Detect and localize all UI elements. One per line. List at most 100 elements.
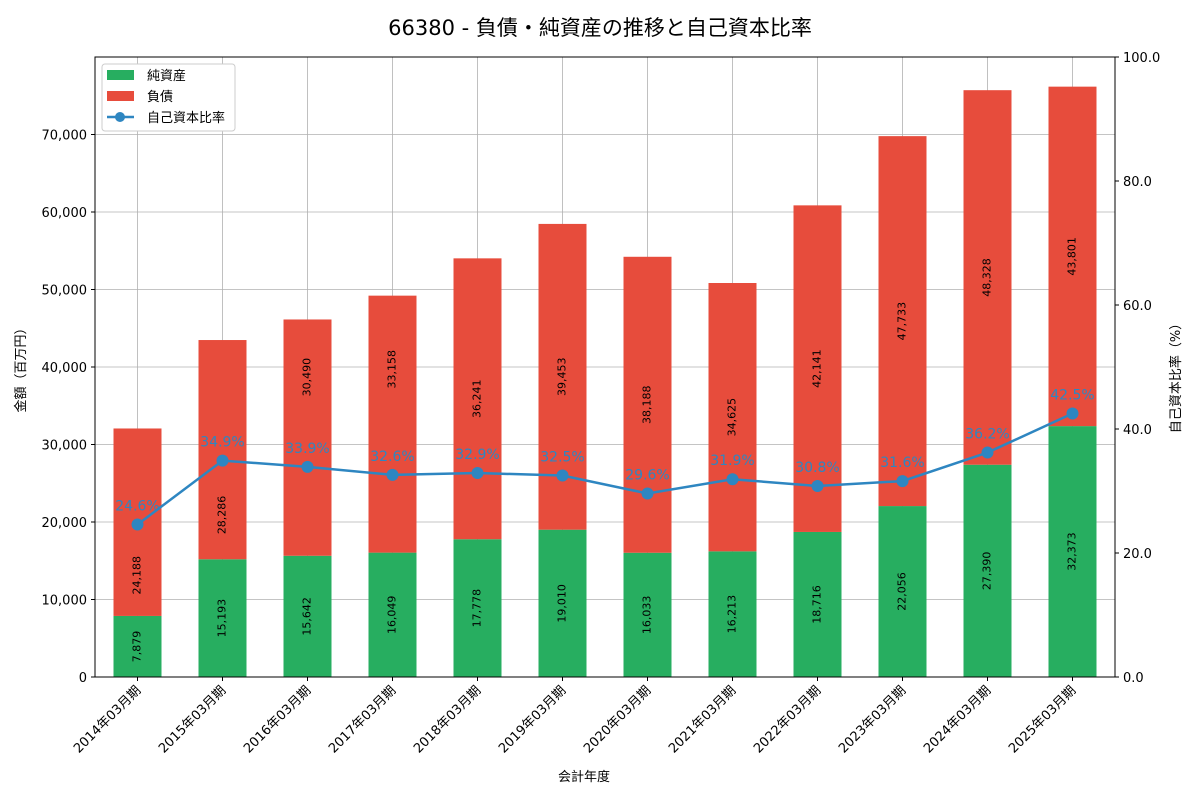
ratio-point: [981, 446, 994, 459]
plot-frame: [94, 56, 1116, 678]
y-tick-label: 0: [79, 671, 87, 686]
bar-equity: [623, 552, 672, 677]
ratio-point: [216, 454, 229, 467]
bar-label-equity: 22,056: [896, 572, 909, 611]
bar-equity: [538, 529, 587, 677]
ratio-point: [726, 473, 739, 486]
bar-label-liabilities: 43,801: [1066, 237, 1079, 276]
legend-swatch-equity: [107, 70, 134, 80]
y2-tick-label: 0.0: [1123, 671, 1144, 686]
y-tick-label: 40,000: [42, 361, 88, 376]
ratio-label: 34.9%: [200, 435, 244, 451]
y2-tick-label: 80.0: [1123, 175, 1152, 190]
legend-marker-ratio: [115, 112, 125, 122]
bar-equity: [283, 555, 332, 677]
y2-tick-label: 100.0: [1123, 51, 1160, 66]
bar-label-equity: 16,033: [641, 596, 654, 635]
bar-label-equity: 27,390: [981, 552, 994, 591]
ratio-point: [641, 487, 654, 500]
bar-label-liabilities: 42,141: [811, 349, 824, 388]
y-tick-label: 30,000: [42, 439, 88, 454]
ratio-point: [811, 480, 824, 493]
bar-label-liabilities: 30,490: [301, 358, 314, 397]
bar-label-liabilities: 36,241: [471, 380, 484, 419]
ratio-label: 29.6%: [625, 467, 669, 483]
x-tick-label: 2016年03月期: [241, 683, 314, 756]
bar-equity: [878, 506, 927, 677]
bar-equity: [963, 464, 1012, 677]
bar-liabilities: [198, 340, 247, 560]
bar-label-equity: 7,879: [131, 631, 144, 663]
ratio-label: 42.5%: [1050, 388, 1094, 404]
x-tick-label: 2015年03月期: [156, 683, 229, 756]
bar-liabilities: [708, 283, 757, 552]
x-tick-label: 2022年03月期: [751, 683, 824, 756]
bar-liabilities: [793, 205, 842, 532]
legend-swatch-liabilities: [107, 91, 134, 101]
bar-liabilities: [623, 256, 672, 553]
bar-liabilities: [453, 258, 502, 540]
bar-label-liabilities: 28,286: [216, 496, 229, 535]
bar-liabilities: [368, 295, 417, 553]
bar-label-equity: 15,193: [216, 599, 229, 638]
x-tick-label: 2023年03月期: [836, 683, 909, 756]
bar-label-liabilities: 33,158: [386, 350, 399, 389]
y2-tick-label: 60.0: [1123, 299, 1152, 314]
ratio-label: 36.2%: [965, 427, 1009, 443]
x-tick-label: 2014年03月期: [71, 683, 144, 756]
bar-label-equity: 17,778: [471, 589, 484, 628]
ratio-point: [556, 469, 569, 482]
y-tick-label: 10,000: [42, 594, 88, 609]
bar-equity: [1048, 426, 1097, 677]
bar-label-equity: 15,642: [301, 597, 314, 636]
y-tick-label: 50,000: [42, 284, 88, 299]
ratio-label: 33.9%: [285, 441, 329, 457]
bar-label-liabilities: 39,453: [556, 358, 569, 397]
bar-label-liabilities: 48,328: [981, 258, 994, 297]
legend-box: [101, 63, 236, 132]
bar-label-equity: 16,049: [386, 596, 399, 635]
ratio-label: 32.6%: [370, 449, 414, 465]
ratio-line: [136, 412, 1074, 526]
chart-title: 66380 - 負債・純資産の推移と自己資本比率: [388, 16, 812, 40]
x-tick-label: 2019年03月期: [496, 683, 569, 756]
x-tick-label: 2021年03月期: [666, 683, 739, 756]
ratio-label: 30.8%: [795, 460, 839, 476]
y-axis-label: 金額（百万円）: [13, 321, 29, 412]
bar-liabilities: [963, 90, 1012, 465]
y2-tick-label: 40.0: [1123, 423, 1152, 438]
x-tick-label: 2024年03月期: [921, 683, 994, 756]
bar-equity: [453, 539, 502, 677]
bar-label-liabilities: 34,625: [726, 398, 739, 437]
ratio-point: [1066, 407, 1079, 420]
y-tick-label: 60,000: [42, 206, 88, 221]
ratio-label: 31.9%: [710, 453, 754, 469]
ratio-point: [471, 467, 484, 480]
bar-equity: [708, 551, 757, 677]
bar-label-equity: 18,716: [811, 585, 824, 624]
ratio-label: 31.6%: [880, 455, 924, 471]
bar-liabilities: [878, 136, 927, 507]
x-axis-label: 会計年度: [558, 769, 610, 785]
bar-equity: [198, 559, 247, 677]
ratio-label: 24.6%: [115, 498, 159, 514]
ratio-point: [301, 460, 314, 473]
legend-label-ratio: 自己資本比率: [147, 110, 225, 126]
bar-equity: [113, 615, 162, 677]
legend-label-liabilities: 負債: [147, 90, 173, 105]
y2-axis-label: 自己資本比率（%）: [1168, 317, 1184, 433]
bar-equity: [793, 531, 842, 677]
bar-label-equity: 19,010: [556, 584, 569, 623]
bar-label-liabilities: 24,188: [131, 556, 144, 595]
bar-label-equity: 16,213: [726, 595, 739, 634]
ratio-label: 32.5%: [540, 450, 584, 466]
ratio-point: [896, 475, 909, 488]
x-tick-label: 2017年03月期: [326, 683, 399, 756]
ratio-point: [131, 518, 144, 531]
y2-tick-label: 20.0: [1123, 547, 1152, 562]
x-tick-label: 2025年03月期: [1006, 683, 1079, 756]
ratio-label: 32.9%: [455, 447, 499, 463]
y-tick-label: 20,000: [42, 516, 88, 531]
legend-label-equity: 純資産: [147, 68, 186, 84]
bar-label-equity: 32,373: [1066, 532, 1079, 571]
